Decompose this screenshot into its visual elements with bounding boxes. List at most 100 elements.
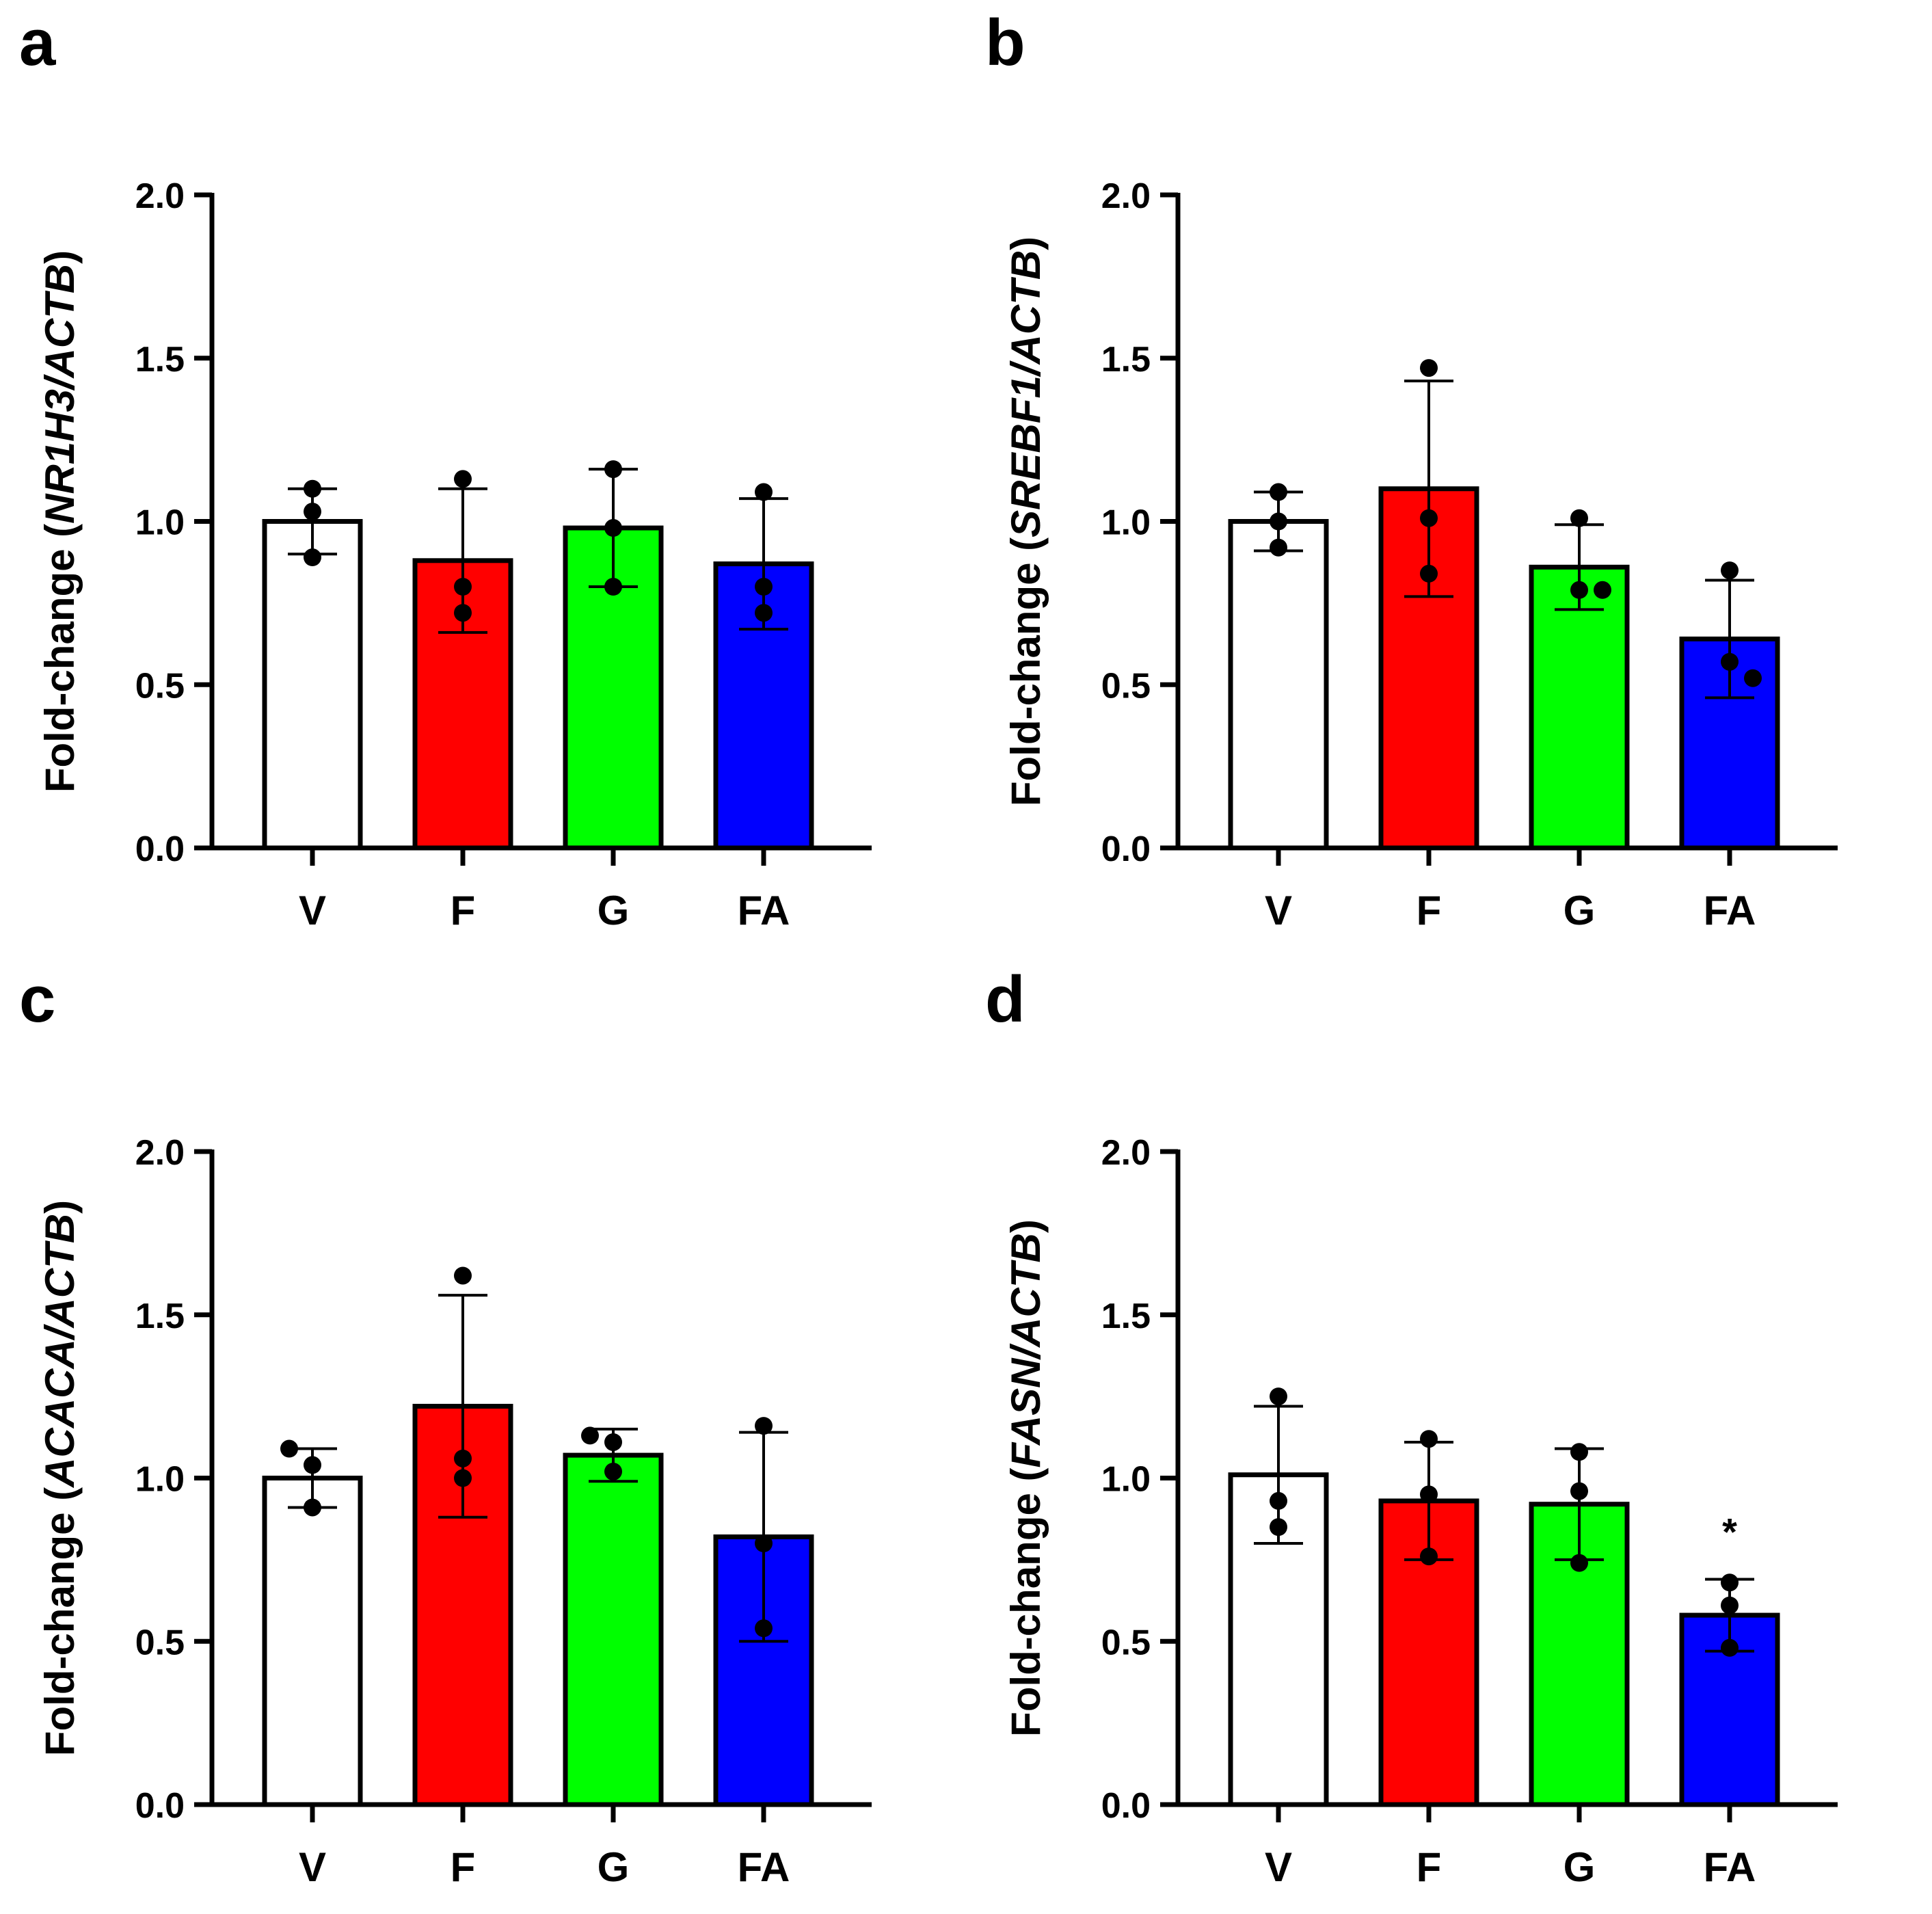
data-point-f (454, 1449, 472, 1467)
x-category-label: FA (1704, 1844, 1756, 1890)
y-tick-label: 1.5 (1101, 1297, 1151, 1336)
data-point-fa (1721, 561, 1739, 580)
x-category-label: V (1265, 1844, 1292, 1890)
y-tick-label: 1.5 (1101, 340, 1151, 380)
y-axis-title-gene: FASN/ACTB (1003, 1233, 1049, 1467)
bar-g (563, 1452, 664, 1807)
panel-label: a (19, 6, 56, 79)
y-tick-label: 1.5 (135, 340, 185, 380)
y-tick-label: 0.5 (135, 1623, 185, 1662)
data-point-fa (755, 578, 773, 596)
data-point-g (604, 460, 622, 479)
y-tick-label: 1.5 (135, 1297, 185, 1336)
x-category-label: FA (1704, 888, 1756, 933)
data-point-g (1570, 509, 1588, 527)
data-point-fa (755, 1534, 773, 1552)
y-tick-label: 0.0 (1101, 829, 1151, 869)
data-point-v (304, 479, 321, 498)
y-axis-title-suffix: ) (1003, 1219, 1049, 1233)
y-axis-title-gene: NR1H3/ACTB (37, 264, 83, 524)
data-point-v (304, 548, 321, 567)
panel-b: b Fold-change (SREBF1/ACTB) 0.0 0.5 1.0 1.5 2.… (966, 0, 1932, 957)
y-axis-title: Fold-change (SREBF1/ACTB) (1003, 237, 1049, 806)
y-axis-title: Fold-change (FASN/ACTB) (1003, 1219, 1049, 1737)
x-category-label: FA (738, 1844, 790, 1890)
data-point-f (454, 470, 472, 488)
x-category-label: FA (738, 888, 790, 933)
significance-marker: * (1722, 1511, 1737, 1554)
data-point-f (1420, 1485, 1438, 1504)
y-tick-label: 0.5 (1101, 1623, 1151, 1662)
x-category-label: F (1417, 888, 1442, 933)
data-point-f (454, 1469, 472, 1487)
y-axis-title-suffix: ) (37, 250, 83, 264)
y-tick-label: 2.0 (1101, 1133, 1151, 1173)
y-tick-label: 2.0 (135, 176, 185, 216)
x-category-label: G (1564, 888, 1596, 933)
bar-v (262, 1476, 363, 1807)
data-point-g (1570, 1482, 1588, 1500)
y-axis-title-suffix: ) (37, 1200, 83, 1214)
data-point-v (304, 503, 321, 521)
x-category-label: V (1265, 888, 1292, 933)
bar-v (262, 519, 363, 851)
y-tick-label: 1.0 (135, 503, 185, 543)
data-point-v (1270, 483, 1287, 501)
data-point-f (454, 1266, 472, 1285)
data-point-f (1420, 564, 1438, 583)
data-point-fa (755, 1619, 773, 1638)
data-point-fa (1721, 1596, 1739, 1614)
data-point-v (1270, 1491, 1287, 1510)
y-tick-label: 0.5 (135, 666, 185, 706)
data-point-f (1420, 1430, 1438, 1448)
data-point-v (1270, 1518, 1287, 1537)
y-tick-label: 0.0 (135, 1786, 185, 1826)
y-axis-title: Fold-change (NR1H3/ACTB) (37, 250, 83, 793)
panel-label: d (985, 963, 1025, 1036)
data-point-v (304, 1498, 321, 1517)
data-point-f (1420, 1547, 1438, 1566)
data-point-v (304, 1456, 321, 1474)
panel-label: c (19, 963, 55, 1036)
x-category-label: G (598, 888, 630, 933)
data-point-fa (1721, 652, 1739, 671)
data-point-g (604, 519, 622, 537)
chart-a: a Fold-change (NR1H3/ACTB) 0.0 0.5 1.0 1.5 2.0… (19, 6, 872, 933)
y-tick-label: 1.0 (135, 1460, 185, 1500)
x-category-label: G (598, 1844, 630, 1890)
y-tick-label: 1.0 (1101, 503, 1151, 543)
data-point-f (1420, 509, 1438, 527)
y-tick-label: 1.0 (1101, 1460, 1151, 1500)
data-point-v (280, 1439, 298, 1458)
y-axis-title-gene: SREBF1/ACTB (1003, 250, 1049, 537)
y-axis-title-prefix: Fold-change ( (1003, 1467, 1049, 1736)
x-category-label: G (1564, 1844, 1596, 1890)
y-tick-label: 0.0 (1101, 1786, 1151, 1826)
x-category-label: V (299, 1844, 326, 1890)
data-point-v (1270, 512, 1287, 531)
data-point-f (1420, 359, 1438, 377)
data-point-fa (1744, 669, 1762, 687)
y-axis-title: Fold-change (ACACA/ACTB) (37, 1200, 83, 1756)
y-tick-label: 2.0 (135, 1133, 185, 1173)
chart-d: d Fold-change (FASN/ACTB) 0.0 0.5 1.0 1.5 2.0 V… (985, 963, 1838, 1890)
x-category-label: F (451, 1844, 476, 1890)
data-point-g (1570, 581, 1588, 599)
x-category-label: F (1417, 1844, 1442, 1890)
data-point-f (454, 604, 472, 622)
data-point-v (1270, 1387, 1287, 1406)
y-tick-label: 0.0 (135, 829, 185, 869)
data-point-fa (1721, 1638, 1739, 1657)
data-point-g (1570, 1443, 1588, 1461)
data-point-v (1270, 538, 1287, 557)
data-point-fa (1721, 1573, 1739, 1592)
data-point-f (454, 578, 472, 596)
panel-d: d Fold-change (FASN/ACTB) 0.0 0.5 1.0 1.5 2.0 V… (966, 957, 1932, 1913)
data-point-g (1594, 581, 1611, 599)
chart-c: c Fold-change (ACACA/ACTB) 0.0 0.5 1.0 1.5 2.0… (19, 963, 872, 1890)
y-axis-title-gene: ACACA/ACTB (37, 1214, 83, 1489)
panel-a: a Fold-change (NR1H3/ACTB) 0.0 0.5 1.0 1.5 2.0… (0, 0, 966, 957)
panel-c: c Fold-change (ACACA/ACTB) 0.0 0.5 1.0 1.5 2.0… (0, 957, 966, 1913)
data-point-g (604, 578, 622, 596)
data-point-g (604, 1462, 622, 1480)
